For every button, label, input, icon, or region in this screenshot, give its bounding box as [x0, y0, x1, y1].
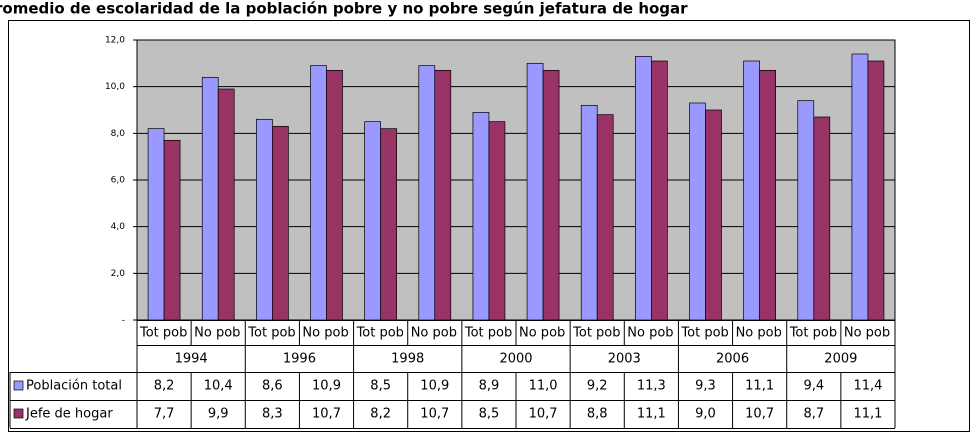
table-value: 8,2: [154, 379, 175, 394]
bar: [380, 128, 397, 321]
bar: [689, 102, 706, 321]
bar: [488, 121, 506, 321]
legend-key: [13, 380, 24, 391]
bar: [635, 55, 652, 321]
table-value: 10,7: [312, 407, 341, 422]
table-value: 8,6: [262, 379, 283, 394]
bar: [580, 104, 598, 321]
table-value: 9,2: [587, 379, 608, 394]
y-tick-label: -: [122, 316, 125, 326]
legend-label: Jefe de hogar: [25, 407, 113, 422]
y-tick-label: 8,0: [111, 129, 126, 139]
bar: [813, 116, 831, 321]
group-label: 2009: [824, 352, 857, 367]
bar: [434, 69, 452, 321]
y-tick-label: 4,0: [111, 222, 126, 232]
bar: [743, 60, 760, 321]
x-tick-label: No pob: [519, 326, 565, 341]
table-value: 10,9: [420, 379, 449, 394]
x-tick-label: Tot pob: [139, 326, 187, 341]
bar: [472, 111, 490, 321]
bar: [310, 65, 327, 321]
table-value: 11,1: [637, 407, 666, 422]
table-value: 11,1: [745, 379, 774, 394]
bar: [326, 69, 343, 321]
x-tick-label: No pob: [194, 326, 240, 341]
bar: [596, 114, 614, 321]
x-tick-label: Tot pob: [572, 326, 620, 341]
y-tick-label: 2,0: [111, 269, 126, 279]
group-label: 2003: [608, 352, 641, 367]
legend-key: [13, 408, 24, 419]
table-value: 8,5: [479, 407, 500, 422]
bar: [147, 128, 165, 321]
group-label: 2000: [499, 352, 532, 367]
table-value: 11,4: [853, 379, 882, 394]
bar: [163, 139, 181, 321]
x-tick-label: No pob: [627, 326, 673, 341]
bar: [418, 65, 436, 321]
x-tick-label: Tot pob: [464, 326, 512, 341]
bar: [256, 118, 273, 321]
group-label: 1998: [391, 352, 424, 367]
table-value: 10,7: [420, 407, 449, 422]
x-tick-label: No pob: [411, 326, 457, 341]
table-value: 11,1: [853, 407, 882, 422]
legend-label: Población total: [26, 379, 122, 394]
bar: [364, 121, 381, 321]
bar: [201, 76, 219, 321]
bar: [526, 62, 544, 321]
table-value: 11,3: [637, 379, 666, 394]
group-label: 1994: [175, 352, 208, 367]
bar: [651, 60, 668, 321]
table-value: 10,4: [204, 379, 233, 394]
bar: [217, 88, 235, 321]
table-value: 9,3: [695, 379, 716, 394]
chart-title: romedio de escolaridad de la población p…: [0, 0, 688, 18]
bar: [272, 125, 289, 321]
bar: [851, 53, 869, 321]
y-tick-label: 10,0: [105, 82, 125, 92]
table-value: 8,2: [370, 407, 391, 422]
bar: [867, 60, 885, 321]
table-value: 10,7: [745, 407, 774, 422]
table-value: 8,3: [262, 407, 283, 422]
table-value: 9,0: [695, 407, 716, 422]
table-value: 10,7: [529, 407, 558, 422]
table-value: 8,5: [370, 379, 391, 394]
x-tick-label: No pob: [302, 326, 348, 341]
x-tick-label: Tot pob: [680, 326, 728, 341]
bar: [705, 109, 722, 321]
table-value: 7,7: [154, 407, 175, 422]
table-value: 8,9: [479, 379, 500, 394]
y-tick-label: 6,0: [111, 176, 126, 186]
table-value: 8,7: [803, 407, 824, 422]
bar: [542, 69, 560, 321]
table-value: 10,9: [312, 379, 341, 394]
x-tick-label: Tot pob: [247, 326, 295, 341]
table-value: 8,8: [587, 407, 608, 422]
bar: [759, 69, 776, 321]
x-tick-label: No pob: [844, 326, 890, 341]
table-value: 11,0: [529, 379, 558, 394]
bar: [797, 100, 815, 321]
y-tick-label: 12,0: [105, 36, 125, 46]
group-label: 1996: [283, 352, 316, 367]
x-tick-label: Tot pob: [789, 326, 837, 341]
x-tick-label: No pob: [736, 326, 782, 341]
group-label: 2006: [716, 352, 749, 367]
table-value: 9,9: [208, 407, 229, 422]
table-value: 9,4: [803, 379, 824, 394]
x-tick-label: Tot pob: [356, 326, 404, 341]
